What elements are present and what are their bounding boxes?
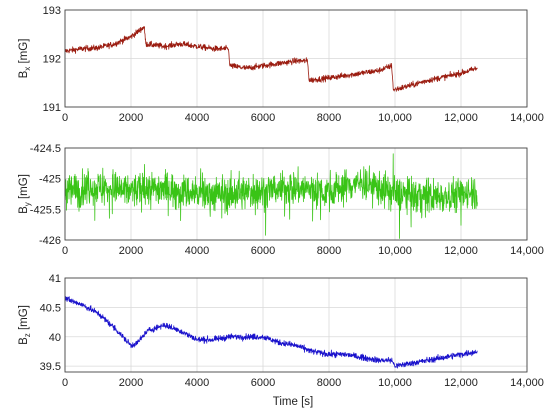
x-tick-label: 8000 xyxy=(317,112,341,124)
x-axis-title: Time [s] xyxy=(273,396,313,408)
plot-frame-bx xyxy=(64,9,528,108)
y-tick-label: -425.5 xyxy=(30,204,61,216)
x-tick-label: 6000 xyxy=(251,245,275,257)
y-tick-label: 39.5 xyxy=(40,361,61,373)
y-tick-label: 193 xyxy=(43,5,61,17)
y-axis-title-bx: Bx [mG] xyxy=(18,39,32,79)
x-tick-label: 8000 xyxy=(317,377,341,389)
x-tick-label: 14,000 xyxy=(510,377,544,389)
x-tick-label: 14,000 xyxy=(510,245,544,257)
x-tick-label: 10,000 xyxy=(378,112,412,124)
series-line-bz xyxy=(64,296,478,369)
panel-bx: 0 2000 4000 6000 8000 10,000 12,000 14,000 191 19… xyxy=(18,5,544,124)
y-tick-label: 40.5 xyxy=(40,302,61,314)
y-tick-label: 192 xyxy=(43,54,61,66)
x-tick-label: 2000 xyxy=(119,245,143,257)
y-axis-title-by: By [mG] xyxy=(18,174,32,214)
plot-frame-by xyxy=(64,147,528,241)
x-tick-label: 8000 xyxy=(317,245,341,257)
x-tick-label: 10,000 xyxy=(378,245,412,257)
panel-by: 0 2000 4000 6000 8000 10,000 12,000 14,000 -426 -… xyxy=(18,143,544,257)
y-tick-label: -426 xyxy=(39,235,61,247)
x-tick-label: 12,000 xyxy=(444,112,478,124)
series-line-by xyxy=(64,153,478,239)
x-tick-label: 14,000 xyxy=(510,112,544,124)
chart-panels: 0 2000 4000 6000 8000 10,000 12,000 14,00019119… xyxy=(18,5,544,389)
series-line-bx xyxy=(64,25,478,92)
x-tick-label: 12,000 xyxy=(444,377,478,389)
y-tick-label: 191 xyxy=(43,102,61,114)
x-tick-label: 6000 xyxy=(251,112,275,124)
x-tick-label: 4000 xyxy=(185,377,209,389)
x-tick-label: 0 xyxy=(62,112,68,124)
x-tick-label: 0 xyxy=(62,377,68,389)
x-tick-label: 0 xyxy=(62,245,68,257)
y-axis-title-bz: Bz [mG] xyxy=(18,305,32,345)
x-tick-label: 4000 xyxy=(185,112,209,124)
x-tick-label: 12,000 xyxy=(444,245,478,257)
x-tick-label: 10,000 xyxy=(378,377,412,389)
y-tick-label: -424.5 xyxy=(30,143,61,155)
y-tick-label: 40 xyxy=(49,332,61,344)
panel-bz: 0 2000 4000 6000 8000 10,000 12,000 14,000 39.5 4… xyxy=(18,273,544,389)
x-tick-label: 2000 xyxy=(119,112,143,124)
plot-frame-bz xyxy=(64,277,528,373)
x-tick-label: 6000 xyxy=(251,377,275,389)
y-tick-label: -425 xyxy=(39,174,61,186)
x-tick-label: 4000 xyxy=(185,245,209,257)
x-tick-label: 2000 xyxy=(119,377,143,389)
y-tick-label: 41 xyxy=(49,273,61,285)
